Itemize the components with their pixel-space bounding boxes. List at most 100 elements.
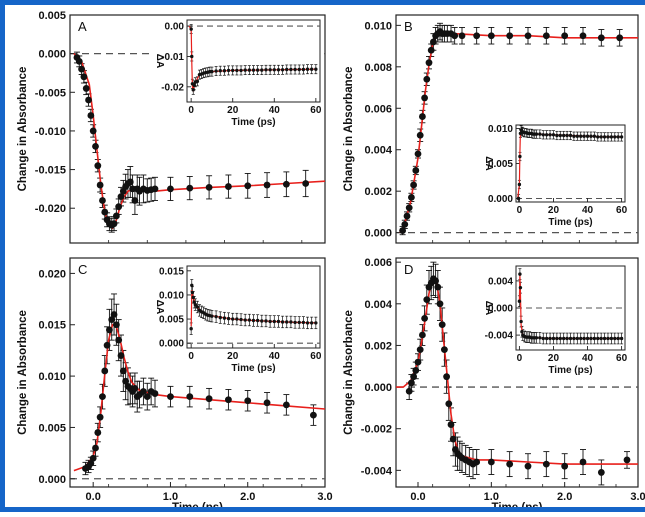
data-point	[423, 296, 431, 304]
data-point	[408, 194, 415, 201]
inset-data-point	[572, 134, 576, 138]
inset-data-point	[548, 336, 552, 341]
y-tick-label: -0.015	[35, 165, 66, 177]
data-point	[282, 401, 290, 409]
y-tick-label: 0.000	[364, 228, 392, 240]
data-point	[108, 316, 116, 324]
inset-data-point	[309, 321, 314, 325]
y-tick-label: 0.006	[364, 257, 392, 269]
inset-frame	[186, 265, 321, 349]
data-point	[96, 181, 104, 189]
data-point	[542, 32, 550, 40]
data-point	[579, 32, 587, 40]
data-point	[524, 32, 532, 40]
data-point	[561, 462, 569, 470]
data-point	[423, 75, 431, 83]
y-tick-label: 0.020	[38, 268, 66, 280]
inset-data-point	[289, 320, 293, 324]
data-point	[310, 411, 317, 419]
data-point	[126, 178, 134, 186]
data-point	[401, 220, 409, 228]
data-point	[425, 59, 433, 67]
inset-data-point	[518, 272, 522, 276]
data-point	[410, 373, 417, 381]
inset-data-point	[592, 134, 597, 138]
y-tick-label: 0.000	[38, 474, 66, 486]
inset-data-point	[251, 68, 256, 72]
inset-data-point	[619, 336, 624, 341]
x-axis-label: Time (ps)	[492, 502, 543, 512]
data-point	[131, 385, 139, 392]
panel-label: D	[404, 262, 413, 277]
inset-data-point	[519, 319, 523, 324]
data-point	[524, 462, 532, 470]
inset-x-tick-label: 0	[188, 105, 194, 116]
inset-data-point	[582, 134, 586, 138]
inset-data-point	[272, 68, 276, 72]
data-point	[167, 185, 174, 193]
data-point	[244, 182, 252, 190]
inset-data-point	[195, 305, 200, 309]
data-point	[403, 212, 411, 220]
data-point	[82, 85, 90, 92]
x-tick-label: 0.0	[86, 491, 101, 503]
inset-data-point	[214, 314, 218, 319]
plot-frame	[395, 14, 639, 244]
y-tick-label: 0.008	[364, 62, 392, 74]
inset-data-point	[255, 68, 260, 72]
data-point	[408, 379, 415, 387]
data-point	[412, 167, 420, 174]
inset-x-axis-label: Time (ps)	[548, 217, 592, 228]
inset-data-point	[619, 135, 624, 139]
plot-frame	[395, 257, 639, 488]
y-tick-label: 0.004	[364, 299, 392, 311]
data-point	[419, 331, 426, 339]
inset-y-tick-label: 0.015	[159, 266, 184, 277]
inset-data-point	[297, 320, 301, 325]
inset-data-layer	[189, 279, 318, 335]
inset-data-point	[231, 68, 235, 73]
data-point	[92, 142, 99, 150]
inset-x-tick-label: 0	[517, 353, 523, 364]
inset-y-tick-label: 0.000	[488, 304, 513, 315]
inset-data-point	[222, 316, 227, 320]
data-point	[143, 393, 151, 401]
data-point	[101, 208, 109, 216]
y-tick-label: 0.002	[364, 186, 392, 198]
inset-x-tick-label: 60	[616, 205, 628, 216]
plot-frame	[69, 257, 326, 488]
data-point	[438, 321, 446, 329]
data-layer	[396, 261, 638, 486]
inset-data-point	[606, 135, 610, 139]
data-point	[263, 399, 271, 407]
inset-data-point	[518, 285, 523, 290]
panel-d: 0.006 0.004 0.002 0.000 -0.002 -0.004 0.0 1.0 2.…	[343, 257, 645, 514]
y-tick-label: 0.005	[38, 422, 66, 434]
y-tick-label: 0.006	[364, 103, 392, 115]
inset-data-point	[272, 319, 276, 324]
inset-data-point	[565, 133, 569, 138]
data-point	[542, 460, 550, 468]
panel-b: 0.000 0.002 0.004 0.006 0.008 0.010 Change in …	[343, 14, 639, 244]
inset-data-point	[596, 336, 600, 341]
data-layer	[73, 51, 325, 233]
data-point	[414, 358, 422, 366]
data-point	[186, 393, 194, 401]
data-point	[414, 150, 422, 158]
inset-data-point	[538, 132, 542, 136]
inset-data-point	[235, 68, 239, 73]
inset-data-point	[592, 336, 597, 341]
data-point	[94, 162, 102, 170]
inset-data-point	[235, 317, 239, 321]
inset-data-point	[276, 68, 281, 72]
y-tick-label: -0.010	[35, 126, 66, 138]
inset-data-point	[243, 318, 247, 322]
inset-data-point	[613, 135, 617, 139]
x-tick-label: 0.0	[410, 491, 425, 503]
inset-data-point	[555, 133, 559, 138]
inset-y-tick-label: 0.005	[159, 315, 184, 326]
inset-y-axis-label: ΔA	[483, 301, 494, 315]
inset-data-point	[558, 336, 562, 341]
inset-data-point	[314, 321, 318, 325]
